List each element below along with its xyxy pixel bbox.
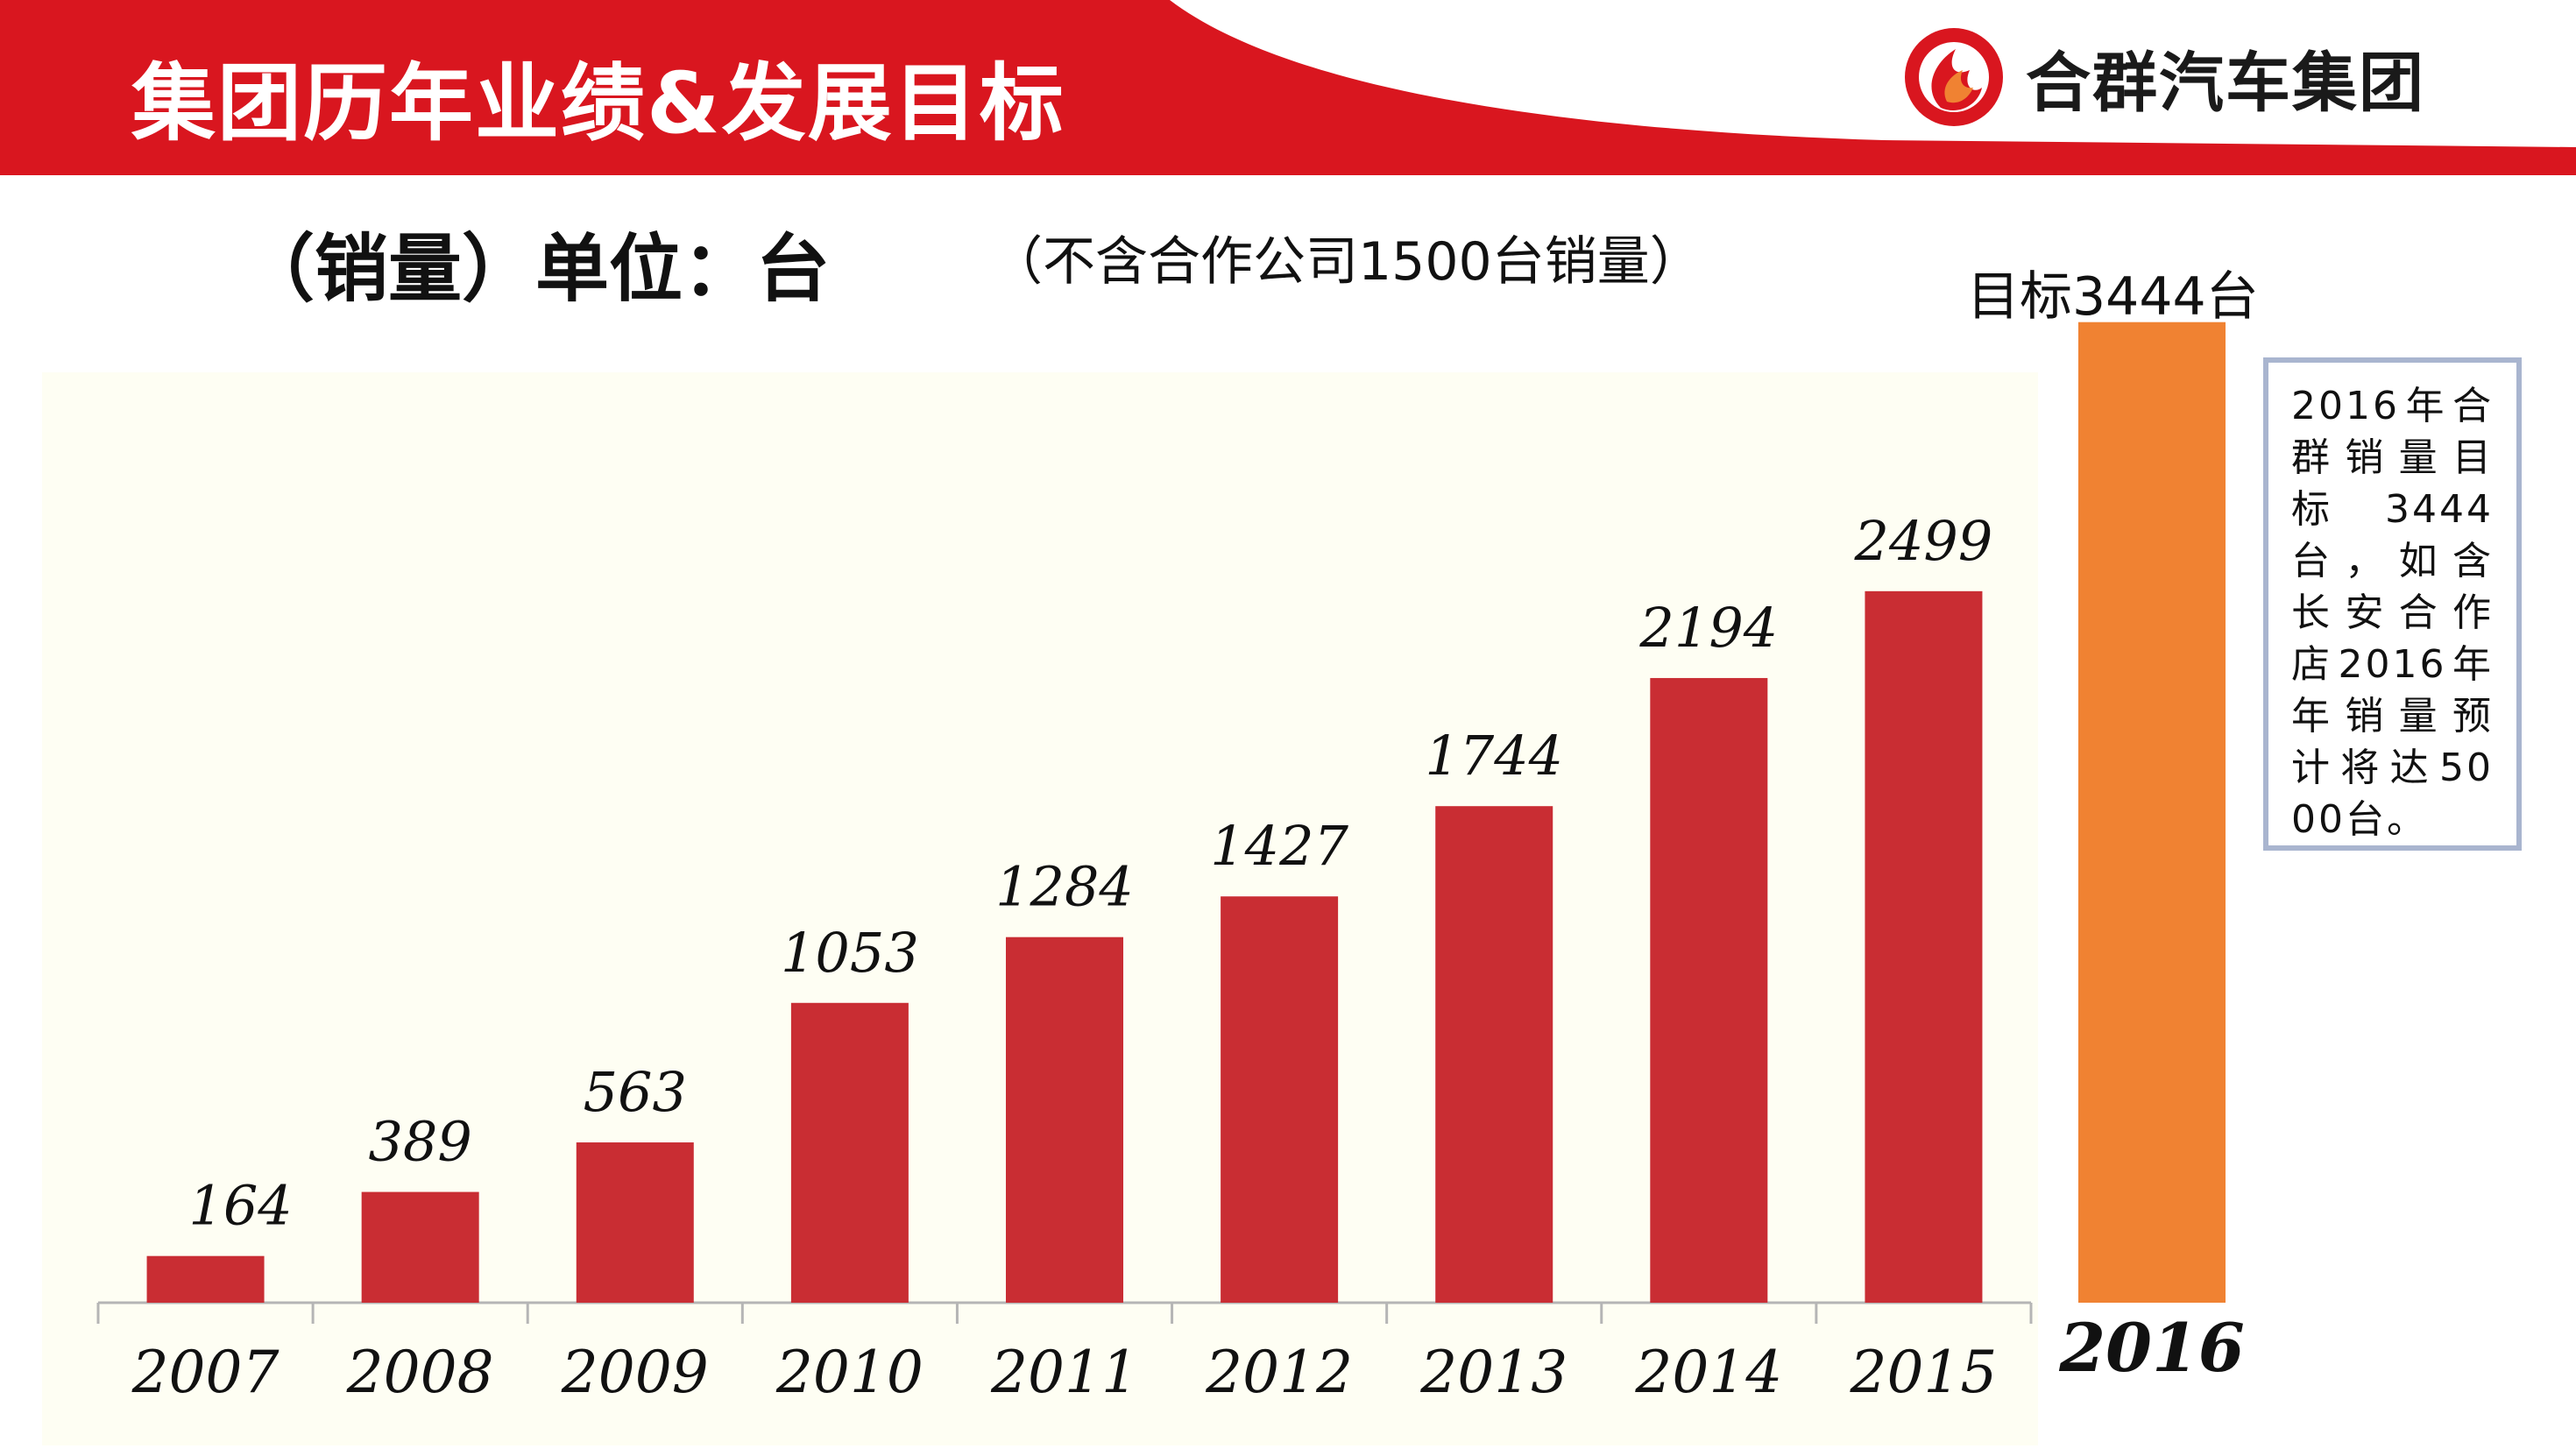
bar-2012 (1221, 896, 1339, 1303)
note-label: （不含合作公司1500台销量） (990, 231, 1702, 293)
page-title: 集团历年业绩&发展目标 (131, 54, 1065, 152)
bar-2010 (790, 1002, 909, 1303)
flame-circle-icon (1905, 28, 2003, 126)
tick-label-2016: 2016 (2058, 1309, 2245, 1387)
tick-label-2011: 2011 (990, 1339, 1138, 1406)
tick-label-2010: 2010 (775, 1339, 924, 1406)
header-band (0, 0, 2576, 175)
target-note-box: 2016年合群销量目标3444台，如含长安合作店2016年年销量预计将达5000… (2263, 357, 2522, 851)
tick-label-2013: 2013 (1419, 1339, 1568, 1406)
tick-label-2012: 2012 (1205, 1339, 1353, 1406)
data-label-2015: 2499 (1854, 509, 1993, 573)
target-label: 目标3444台 (1967, 266, 2259, 328)
tick-label-2007: 2007 (131, 1339, 280, 1406)
data-label-2012: 1427 (1210, 814, 1348, 878)
tick-label-2009: 2009 (561, 1339, 709, 1406)
data-label-2010: 1053 (781, 921, 919, 985)
data-label-2013: 1744 (1425, 724, 1563, 788)
bar-2015 (1865, 590, 1983, 1303)
bar-2013 (1435, 806, 1553, 1303)
tick-label-2014: 2014 (1634, 1339, 1782, 1406)
bar-2014 (1650, 677, 1768, 1303)
data-label-2009: 563 (584, 1060, 687, 1124)
target-bar-2016 (2078, 322, 2226, 1304)
data-label-2011: 1284 (995, 855, 1134, 919)
bar-2011 (1006, 937, 1123, 1303)
tick-label-2008: 2008 (346, 1339, 494, 1406)
unit-label: （销量）单位：台 (241, 226, 831, 312)
bar-2008 (361, 1191, 479, 1303)
brand-logo: 合群汽车集团 (1901, 25, 2425, 130)
data-label-2008: 389 (368, 1110, 471, 1174)
bar-2009 (576, 1142, 694, 1303)
data-label-2007: 164 (188, 1174, 292, 1238)
brand-name: 合群汽车集团 (2026, 45, 2425, 121)
bar-2007 (146, 1255, 265, 1303)
tick-label-2015: 2015 (1849, 1339, 1997, 1406)
data-label-2014: 2194 (1638, 596, 1778, 660)
